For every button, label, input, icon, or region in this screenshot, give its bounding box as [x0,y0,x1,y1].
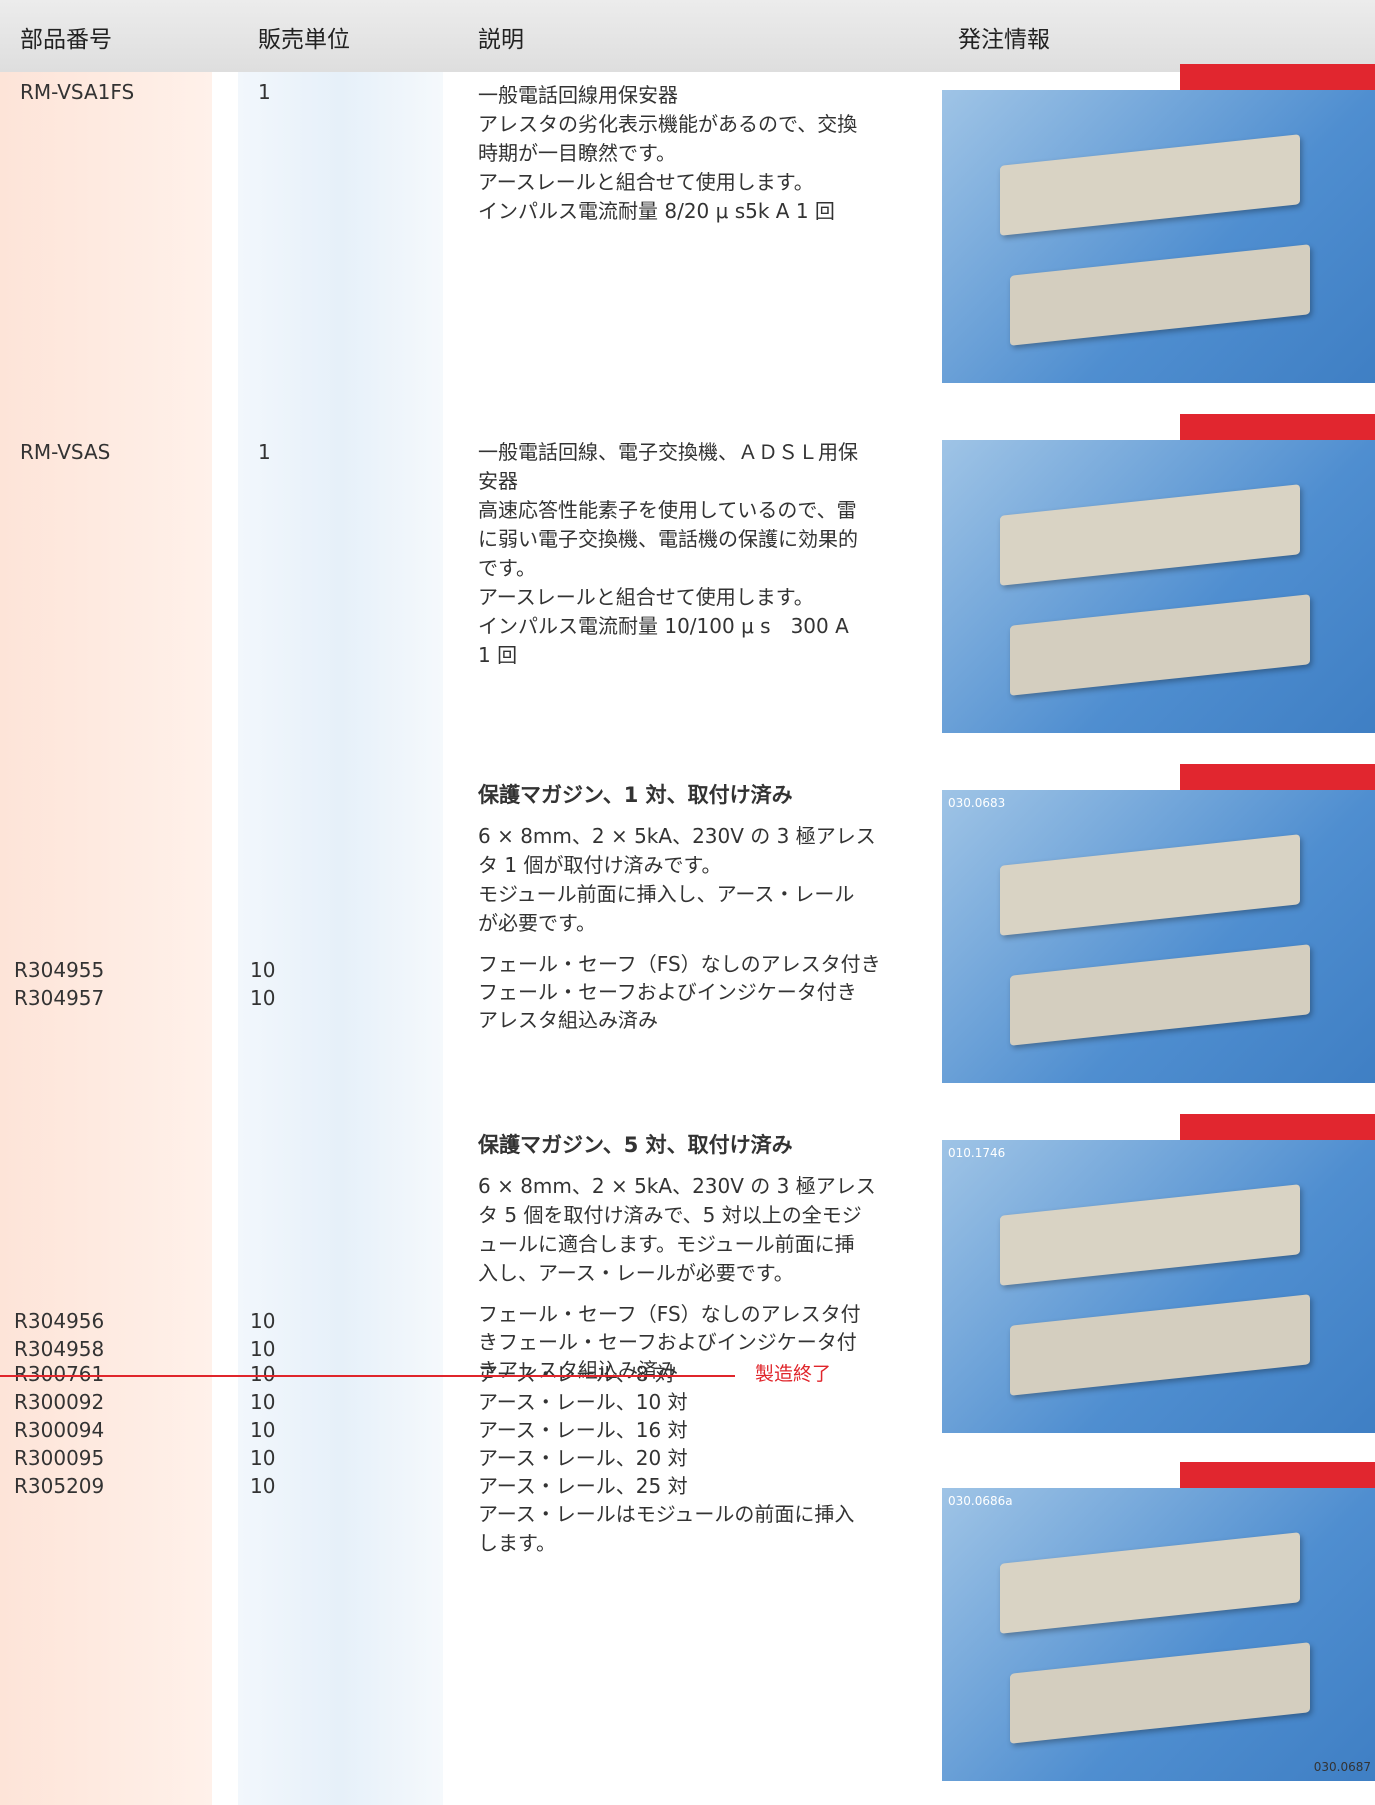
product-image [942,90,1375,383]
description-line: が必要です。 [478,911,596,935]
strike-line [0,1375,735,1377]
sales-unit: 10 [250,1474,276,1498]
description-line: 6 × 8mm、2 × 5kA、230V の 3 極アレス [478,824,876,848]
option-line: アレスタ組込み済み [478,1008,658,1032]
red-tab [1180,414,1375,440]
part-number: R300094 [14,1418,105,1442]
sales-unit: 10 [250,1337,276,1361]
description-line: インパルス電流耐量 10/100 μ s 300 A [478,614,849,638]
sales-unit: 10 [250,1418,276,1442]
option-line: フェール・セーフ（FS）なしのアレスタ付 [478,1302,861,1326]
description-line: 6 × 8mm、2 × 5kA、230V の 3 極アレス [478,1174,876,1198]
part-number: R304955 [14,958,105,982]
part-number: R300095 [14,1446,105,1470]
part-number: RM-VSAS [20,440,111,464]
sales-unit: 1 [258,80,271,104]
sales-unit: 1 [258,440,271,464]
image-label: 030.0686a [948,1494,1013,1508]
description-line: ュールに適合します。モジュール前面に挿 [478,1232,855,1256]
header-band [0,0,1375,72]
option-line: アース・レール、8 対 [478,1362,675,1386]
red-tab [1180,764,1375,790]
description-line: です。 [478,556,536,580]
red-tab [1180,64,1375,90]
option-line: アース・レール、16 対 [478,1418,688,1442]
option-line: アース・レール、20 対 [478,1446,688,1470]
product-image [942,1140,1375,1433]
item-title: 保護マガジン、1 対、取付け済み [478,783,793,807]
image-label: 030.0687 [1313,1760,1371,1774]
sales-unit: 10 [250,958,276,982]
sales-unit: 10 [250,1446,276,1470]
image-label: 010.1746 [948,1146,1006,1160]
description-line: アース・レールはモジュールの前面に挿入 [478,1502,855,1526]
option-line: アース・レール、25 対 [478,1474,688,1498]
part-number: R305209 [14,1474,105,1498]
description-line: 一般電話回線用保安器 [478,83,678,107]
product-image [942,1488,1375,1781]
description-line: インパルス電流耐量 8/20 μ s5k A 1 回 [478,199,835,223]
column-header: 説明 [478,27,524,53]
sales-unit: 10 [250,1309,276,1333]
part-column-bg [0,72,212,1805]
sales-unit: 10 [250,1390,276,1414]
sales-unit: 10 [250,986,276,1010]
sales-unit: 10 [250,1362,276,1386]
description-line: タ 5 個を取付け済みで、5 対以上の全モジ [478,1203,862,1227]
description-line: タ 1 個が取付け済みです。 [478,853,722,877]
part-number: R304956 [14,1309,105,1333]
description-line: します。 [478,1531,556,1555]
description-line: アレスタの劣化表示機能があるので、交換 [478,112,858,136]
option-line: フェール・セーフ（FS）なしのアレスタ付き [478,952,881,976]
image-label: 030.0683 [948,796,1006,810]
description-line: アースレールと組合せて使用します。 [478,170,814,194]
column-header: 部品番号 [20,27,112,53]
red-tab [1180,1114,1375,1140]
description-line: モジュール前面に挿入し、アース・レール [478,882,855,906]
description-line: 入し、アース・レールが必要です。 [478,1261,794,1285]
item-title: 保護マガジン、5 対、取付け済み [478,1133,793,1157]
option-line: きアレスタ組込み済み [478,1358,678,1382]
part-number: R300761 [14,1362,105,1386]
part-number: R304957 [14,986,105,1010]
description-line: 高速応答性能素子を使用しているので、雷 [478,498,857,522]
description-line: に弱い電子交換機、電話機の保護に効果的 [478,527,858,551]
part-number: R304958 [14,1337,105,1361]
product-image [942,790,1375,1083]
part-number: R300092 [14,1390,105,1414]
discontinued-note: 製造終了 [755,1363,832,1385]
description-line: 一般電話回線、電子交換機、ＡＤＳＬ用保 [478,440,858,464]
description-line: アースレールと組合せて使用します。 [478,585,814,609]
option-line: きフェール・セーフおよびインジケータ付 [478,1330,857,1354]
red-tab [1180,1462,1375,1488]
description-line: 1 回 [478,643,518,667]
column-header: 発注情報 [958,27,1050,53]
column-header: 販売単位 [258,27,350,53]
description-line: 時期が一目瞭然です。 [478,141,676,165]
description-line: 安器 [478,469,518,493]
product-image [942,440,1375,733]
option-line: アース・レール、10 対 [478,1390,688,1414]
option-line: フェール・セーフおよびインジケータ付き [478,980,857,1004]
unit-column-bg [238,72,443,1805]
part-number: RM-VSA1FS [20,80,135,104]
